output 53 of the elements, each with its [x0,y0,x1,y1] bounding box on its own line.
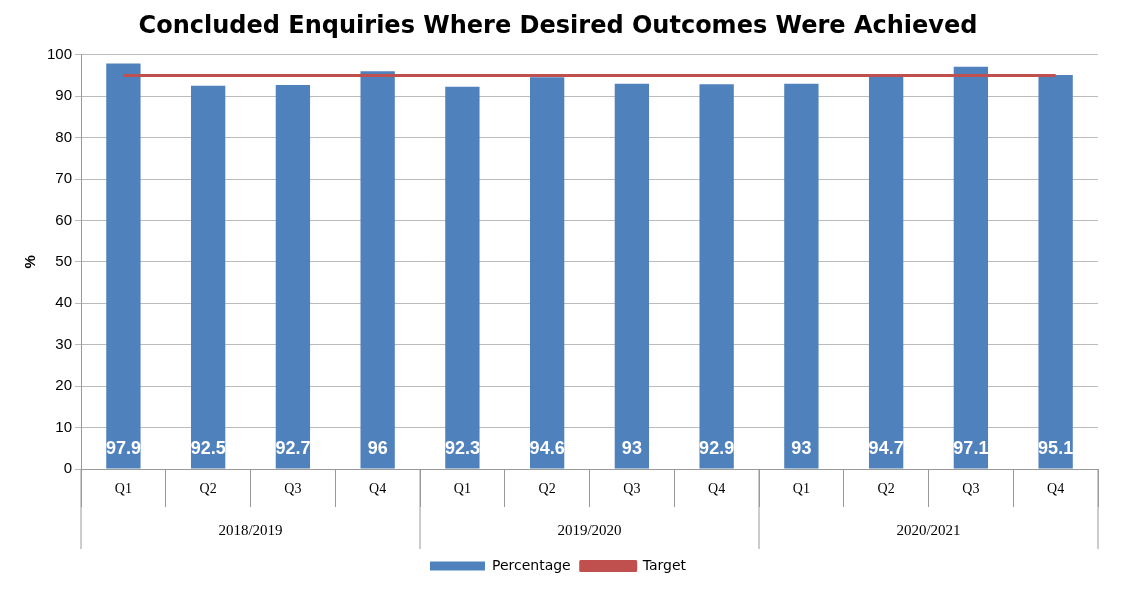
x-tick-label: Q3 [284,481,302,497]
data-label: 92.9 [699,437,735,458]
x-tick-label: Q4 [708,481,726,497]
legend-label: Percentage [491,556,571,573]
y-tick-label: 50 [55,252,73,270]
bar [784,83,819,469]
x-tick-label: Q4 [1047,481,1065,497]
x-tick-label: Q4 [369,481,387,497]
x-tick-label: Q1 [792,481,810,497]
bar [614,83,650,469]
y-tick-label: 40 [55,293,73,311]
legend-label: Target [641,556,687,573]
data-label: 97.1 [953,437,989,458]
text: 2019/2020 [557,521,622,538]
bar [275,85,311,469]
y-tick-label: 100 [47,44,73,62]
y-tick-label: 0 [63,459,73,477]
y-tick-label: 90 [55,86,73,104]
text: 2018/2019 [218,521,283,538]
bar [106,63,141,469]
bar [1038,75,1073,469]
data-label: 94.6 [529,437,565,458]
bar [953,66,989,469]
data-label: 93 [621,437,642,458]
x-tick-label: Q2 [199,481,217,497]
chart-title: Concluded Enquiries Where Desired Outcomes Were Achieved [138,10,978,39]
x-tick-label: Q1 [114,481,132,497]
data-label: 92.7 [275,437,311,458]
x-tick-label: Q3 [962,481,980,497]
data-label: 92.3 [444,437,480,458]
data-label: 97.9 [105,437,141,458]
y-tick-label: 20 [55,376,73,394]
data-label: 96 [367,437,388,458]
y-tick-label: 60 [55,210,73,228]
y-axis-title: % [21,255,39,269]
data-label: 95.1 [1038,437,1074,458]
y-tick-label: 70 [55,169,73,187]
data-label: 94.7 [868,437,904,458]
y-tick-label: 30 [55,334,73,352]
data-label: 93 [791,437,812,458]
x-tick-label: Q3 [623,481,641,497]
y-tick-label: 80 [55,127,73,145]
bar [868,76,904,469]
x-tick-label: Q2 [877,481,895,497]
bar [360,71,395,469]
bar [699,84,734,469]
x-tick-label: Q2 [538,481,556,497]
y-tick-label: 10 [55,417,73,435]
x-tick-label: Q1 [453,481,471,497]
bar [445,86,480,469]
bar [190,85,226,469]
text: 2020/2021 [896,521,961,538]
bar [529,77,565,469]
